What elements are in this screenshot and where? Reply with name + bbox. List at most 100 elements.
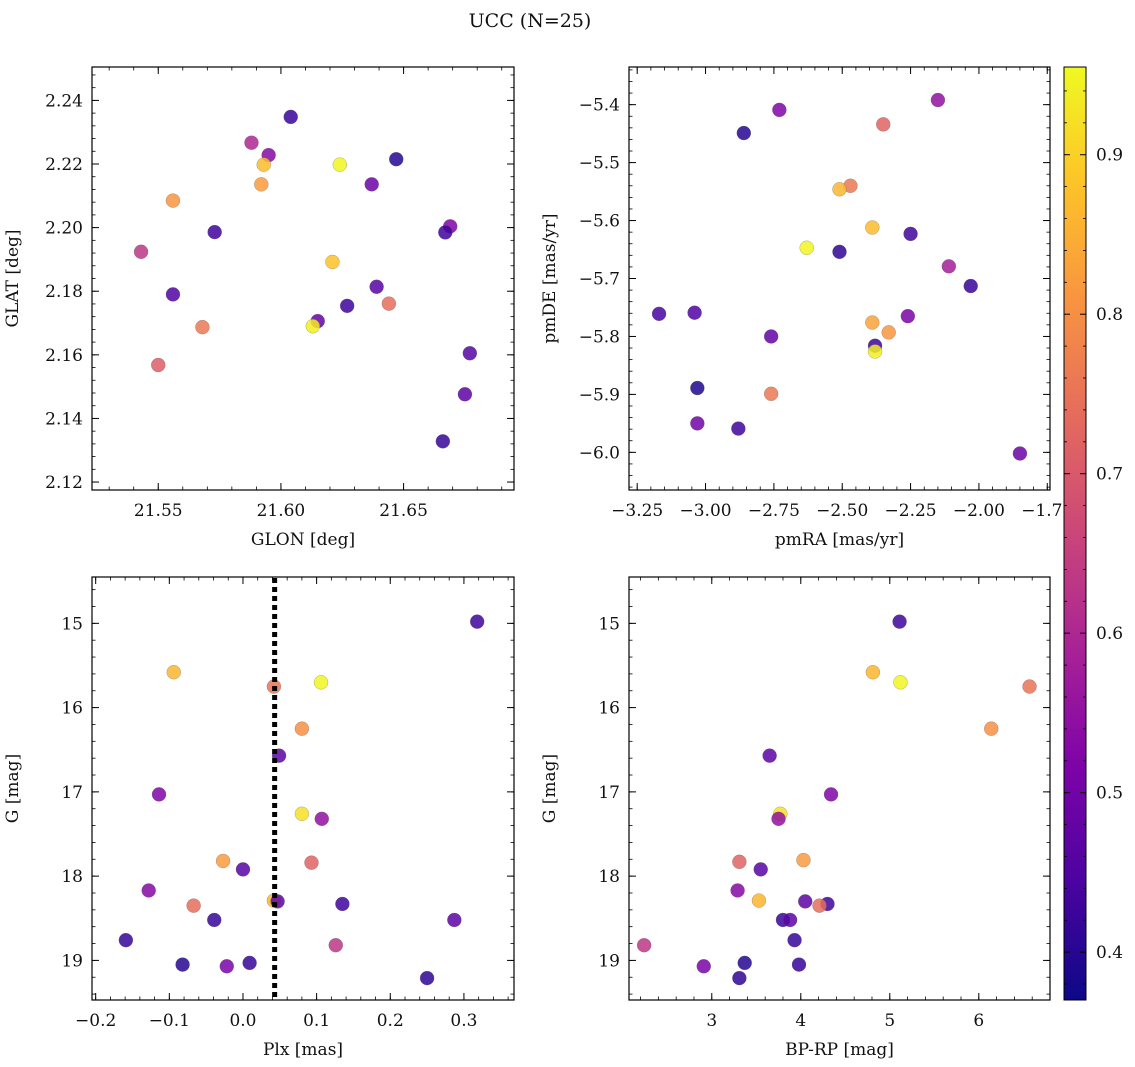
colorbar-tick-label: 0.6 — [1096, 624, 1123, 644]
data-point — [304, 855, 319, 870]
data-point — [737, 955, 752, 971]
data-point — [900, 308, 916, 324]
data-point — [798, 894, 813, 909]
y-axis-label: G [mag] — [3, 754, 23, 823]
panel-parallax-magnitude: −0.2 −0.1 0.0 0.1 0.2 0.3 15 16 17 18 19 Plx [mas] G… — [3, 576, 515, 1060]
data-point — [731, 421, 746, 436]
colorbar-tick-label: 0.9 — [1096, 146, 1123, 166]
x-tick-label: 21.55 — [134, 501, 183, 521]
data-point — [254, 177, 269, 192]
data-point — [1022, 679, 1037, 694]
data-point — [984, 721, 999, 736]
y-axis-label: G [mag] — [540, 754, 560, 823]
x-axis-label: BP-RP [mag] — [785, 1040, 894, 1060]
y-tick-label: 2.20 — [45, 219, 83, 239]
data-point — [771, 811, 786, 827]
data-point — [763, 386, 779, 402]
y-tick-label: −5.5 — [579, 154, 620, 174]
y-tick-label: −6.0 — [579, 443, 620, 463]
axes-frame — [91, 576, 515, 1001]
tick-marks — [92, 67, 514, 490]
x-tick-label: 5 — [884, 1011, 895, 1031]
data-point — [328, 938, 343, 953]
data-point — [165, 193, 181, 208]
x-axis-label: Plx [mas] — [263, 1040, 343, 1060]
y-tick-label: 2.14 — [45, 409, 83, 429]
y-tick-label: 17 — [598, 783, 620, 803]
data-point — [325, 254, 340, 270]
scatter-points — [133, 109, 478, 449]
data-point — [651, 306, 667, 322]
data-point — [753, 862, 768, 877]
data-point — [690, 416, 705, 431]
colorbar: 0.4 0.5 0.6 0.7 0.8 0.9 — [1063, 66, 1123, 1001]
x-tick-label: 21.60 — [257, 501, 306, 521]
x-tick-label: 6 — [973, 1011, 984, 1031]
scatter-points — [636, 614, 1037, 986]
x-tick-label: −2.75 — [748, 501, 800, 521]
data-point — [832, 182, 847, 197]
data-point — [893, 675, 908, 690]
figure-title: UCC (N=25) — [469, 10, 592, 32]
data-point — [865, 220, 880, 235]
data-point — [865, 665, 881, 680]
data-point — [151, 357, 166, 373]
panel-proper-motion: −3.25 −3.00 −2.75 −2.50 −2.25 −2.00 −1.75 −6.0 −… — [540, 66, 1073, 550]
data-point — [867, 344, 883, 359]
data-point — [772, 102, 787, 118]
y-tick-label: −5.7 — [579, 270, 620, 290]
data-point — [832, 244, 847, 260]
data-point — [447, 912, 462, 928]
scatter-points — [651, 92, 1028, 461]
data-point — [339, 298, 355, 314]
data-point — [219, 959, 234, 974]
y-tick-label: 16 — [598, 699, 620, 719]
data-point — [782, 912, 798, 928]
tick-marks — [92, 577, 514, 1000]
y-tick-label: 2.12 — [45, 473, 83, 493]
data-point — [636, 938, 652, 953]
x-axis-label: pmRA [mas/yr] — [775, 530, 904, 550]
data-point — [313, 675, 329, 690]
data-point — [419, 970, 435, 986]
x-tick-label: −3.00 — [679, 501, 731, 521]
data-point — [335, 896, 350, 912]
data-point — [892, 614, 907, 629]
data-point — [732, 970, 747, 986]
x-axis-label: GLON [deg] — [251, 530, 355, 550]
data-point — [141, 883, 156, 898]
colorbar-gradient — [1064, 67, 1086, 1000]
colorbar-tick-label: 0.4 — [1096, 943, 1123, 963]
colorbar-tick-label: 0.7 — [1096, 465, 1123, 485]
y-tick-label: 2.24 — [45, 91, 83, 111]
data-point — [294, 806, 310, 821]
panel-glon-glat: 21.55 21.60 21.65 2.12 2.14 2.16 2.18 2.20 2.22 2… — [3, 66, 515, 550]
x-tick-label: −0.1 — [149, 1011, 190, 1031]
data-point — [732, 854, 747, 870]
data-point — [799, 240, 814, 255]
x-tick-label: 0.2 — [377, 1011, 404, 1031]
data-point — [207, 224, 222, 240]
x-tick-label: −2.25 — [885, 501, 937, 521]
data-point — [186, 898, 201, 913]
y-tick-label: 15 — [598, 614, 620, 634]
data-point — [175, 957, 190, 972]
panel-color-magnitude: 3 4 5 6 15 16 17 18 19 BP-RP [mag] G [mag] — [540, 576, 1051, 1060]
x-tick-label: −2.50 — [816, 501, 868, 521]
data-point — [283, 109, 298, 125]
y-axis-label: GLAT [deg] — [3, 229, 23, 327]
y-tick-label: 19 — [61, 951, 83, 971]
data-point — [796, 852, 811, 868]
data-point — [687, 305, 702, 320]
x-tick-label: −3.25 — [611, 501, 663, 521]
y-tick-label: −5.4 — [579, 96, 620, 116]
data-point — [469, 614, 485, 629]
tick-marks — [629, 577, 1050, 1000]
data-point — [696, 959, 711, 974]
data-point — [763, 329, 779, 344]
data-point — [791, 957, 807, 972]
data-point — [118, 932, 134, 948]
data-point — [195, 319, 210, 335]
